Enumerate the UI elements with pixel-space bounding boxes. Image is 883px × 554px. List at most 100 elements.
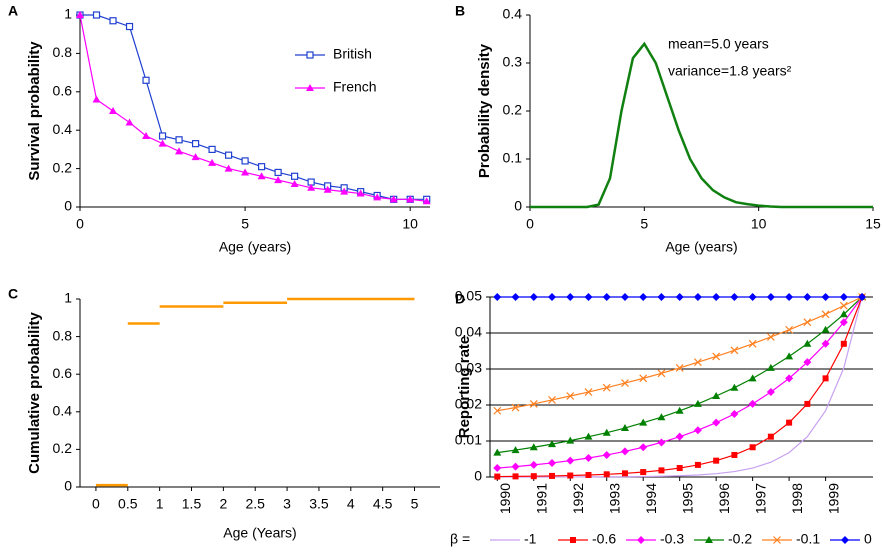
marker [785, 325, 794, 334]
marker [548, 396, 556, 404]
marker [584, 432, 593, 440]
marker [821, 339, 830, 348]
marker [584, 454, 593, 463]
x-tick-label: 0.5 [118, 496, 138, 512]
panel-2: C Cumulative probability Age (Years) 0 0.2 0.… [8, 286, 440, 541]
marker [821, 325, 830, 333]
y-tick-label: 0.6 [53, 83, 73, 99]
marker [840, 340, 847, 347]
series-line [497, 296, 863, 478]
marker [766, 363, 775, 371]
x-tick-label: 1996 [716, 483, 732, 514]
y-tick-label: 0.2 [53, 440, 73, 456]
marker [529, 443, 538, 451]
marker [175, 136, 183, 144]
x-tick-label: 1990 [497, 483, 513, 514]
marker [675, 363, 684, 372]
marker [639, 443, 648, 452]
marker [511, 462, 520, 471]
marker [340, 187, 349, 195]
marker [406, 195, 415, 203]
marker [749, 444, 756, 451]
marker [529, 460, 538, 469]
x-tick-label: 4 [347, 496, 355, 512]
marker [511, 446, 520, 454]
marker [241, 157, 249, 165]
marker [602, 428, 611, 436]
marker [675, 293, 684, 301]
marker [658, 467, 665, 474]
panel-3: D Reporting rate 0 0.01 0.02 0.03 0.04 0.05 1990… [450, 288, 873, 547]
marker [584, 293, 593, 301]
marker [290, 179, 299, 187]
marker [307, 183, 316, 191]
marker [785, 352, 794, 360]
marker [224, 151, 233, 159]
marker [529, 293, 538, 301]
marker [548, 293, 557, 301]
marker [839, 310, 848, 318]
y-tick-label: 0.03 [455, 360, 482, 376]
series-line [497, 296, 863, 478]
marker [620, 293, 629, 301]
marker [676, 465, 683, 472]
marker [323, 185, 332, 193]
x-tick-label: 0 [92, 496, 100, 512]
legend-label: -0.3 [660, 531, 684, 547]
marker [566, 436, 575, 444]
legend-marker [306, 84, 314, 91]
x-axis-title: Age (Years) [223, 525, 296, 541]
y-axis-title: Survival probability [26, 41, 43, 181]
marker [785, 374, 794, 383]
marker [693, 358, 702, 367]
x-tick-label: 1991 [533, 483, 549, 514]
marker [109, 107, 118, 114]
marker [766, 333, 775, 341]
marker [675, 432, 684, 441]
y-axis-title: Reporting rate [456, 336, 473, 439]
marker [493, 448, 502, 456]
y-tick-label: 1 [64, 290, 72, 306]
marker [748, 293, 757, 301]
y-tick-label: 0.1 [503, 150, 523, 166]
marker [602, 383, 611, 392]
marker [785, 293, 794, 301]
marker [821, 310, 830, 319]
panel-label: D [455, 291, 465, 307]
y-tick-label: 0.4 [53, 403, 73, 419]
legend-label: 0 [864, 531, 872, 547]
marker [142, 131, 151, 139]
marker [549, 472, 556, 479]
marker [493, 293, 502, 301]
marker [730, 293, 739, 301]
legend-marker [570, 537, 576, 543]
y-tick-label: 0.01 [455, 432, 482, 448]
marker [92, 11, 101, 19]
x-tick-label: 15 [865, 216, 881, 232]
y-axis-title: Cumulative probability [26, 312, 43, 474]
y-tick-label: 0 [64, 198, 72, 214]
annotation: mean=5.0 years [668, 36, 769, 52]
marker [109, 17, 117, 25]
legend-marker [841, 536, 849, 544]
series-line [530, 41, 873, 209]
y-axis-title: Probability density [476, 43, 493, 178]
marker [291, 172, 299, 180]
series-line [80, 14, 427, 200]
x-tick-label: 1995 [679, 483, 695, 514]
legend-label: -0.2 [728, 531, 752, 547]
y-tick-label: 0.02 [455, 396, 482, 412]
legend-marker [306, 51, 314, 59]
marker [602, 450, 611, 459]
marker [257, 172, 266, 180]
marker [566, 293, 575, 301]
marker [803, 358, 812, 367]
marker [548, 458, 557, 467]
y-tick-label: 0.4 [53, 121, 73, 137]
marker [620, 424, 629, 432]
x-tick-label: 1998 [789, 483, 805, 514]
marker [803, 339, 812, 347]
marker [639, 374, 648, 383]
marker [529, 399, 538, 408]
